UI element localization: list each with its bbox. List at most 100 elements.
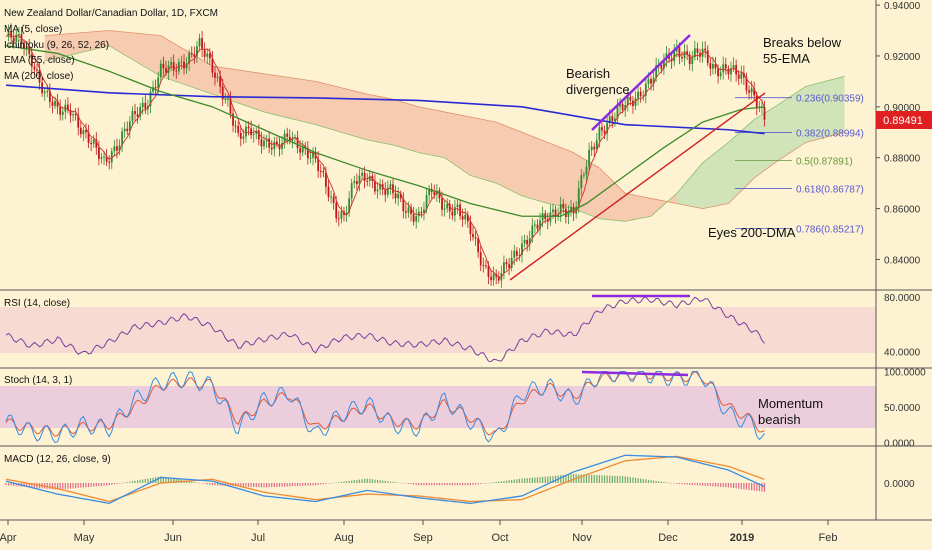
candle-body — [510, 257, 513, 268]
macd-hist-bar — [456, 483, 459, 486]
macd-hist-bar — [756, 483, 758, 491]
price-tick-label: 0.94000 — [884, 1, 921, 12]
candle-body — [619, 103, 621, 107]
macd-hist-bar — [405, 483, 407, 484]
macd-hist-bar — [694, 483, 696, 486]
candle-body — [650, 79, 652, 84]
candle-body — [206, 53, 209, 57]
candle-body — [281, 142, 283, 150]
indicator-ma200: MA (200, close) — [4, 71, 73, 82]
candle-body — [742, 72, 745, 78]
time-tick-label: Nov — [572, 532, 592, 544]
macd-hist-bar — [188, 481, 190, 483]
candle-body — [683, 51, 686, 59]
macd-hist-bar — [144, 479, 146, 483]
stoch-k-line — [5, 370, 765, 444]
ma5-line — [5, 33, 765, 279]
macd-hist-bar — [46, 483, 48, 489]
candle-body — [531, 225, 534, 238]
candle-body — [95, 139, 98, 148]
price-tick-label: 0.90000 — [884, 103, 921, 114]
macd-hist-bar — [534, 477, 536, 483]
price-tick-label: 0.88000 — [884, 154, 921, 165]
macd-hist-bar — [415, 483, 417, 485]
macd-hist-bar — [317, 483, 319, 485]
candle-body — [51, 101, 54, 106]
candle-body — [420, 211, 423, 213]
macd-hist-bar — [480, 483, 482, 484]
macd-hist-bar — [268, 483, 270, 488]
time-tick-label: Jun — [164, 532, 182, 544]
candle-body — [276, 141, 278, 145]
macd-hist-bar — [304, 483, 306, 486]
candle-body — [724, 64, 727, 69]
macd-hist-bar — [490, 482, 492, 484]
macd-hist-bar — [645, 479, 647, 483]
candle-body — [652, 77, 655, 84]
candle-body — [85, 130, 87, 133]
macd-hist-bar — [758, 483, 760, 492]
candle-body — [348, 198, 351, 213]
macd-hist-bar — [358, 479, 361, 483]
candle-body — [539, 220, 541, 229]
candle-body — [201, 38, 203, 50]
candle-body — [149, 91, 152, 107]
candle-body — [239, 132, 242, 139]
ema55-line — [5, 45, 765, 217]
candle-body — [585, 166, 588, 175]
candle-body — [562, 204, 565, 209]
price-axis: 0.94000 0.92000 0.90000 0.88000 0.86000 0.840… — [876, 1, 926, 490]
current-price-badge — [876, 111, 932, 129]
candle-body — [10, 30, 13, 38]
macd-hist-bar — [614, 475, 616, 483]
indicator-ema55: EMA (55, close) — [4, 55, 75, 66]
candle-body — [242, 136, 245, 139]
candle-body — [755, 95, 758, 108]
macd-hist-bar — [655, 480, 657, 483]
candle-body — [621, 103, 624, 110]
candle-body — [237, 126, 240, 133]
macd-hist-bar — [433, 483, 435, 486]
candle-body — [196, 46, 198, 57]
macd-hist-bar — [683, 483, 686, 485]
candle-body — [141, 102, 144, 108]
macd-hist-bar — [165, 477, 167, 483]
candle-body — [332, 196, 335, 203]
macd-hist-bar — [95, 483, 97, 487]
macd-hist-bar — [289, 483, 291, 487]
macd-hist-bar — [678, 483, 680, 485]
macd-hist-bar — [446, 483, 448, 486]
candle-body — [291, 137, 294, 141]
candle-body — [428, 188, 431, 196]
annotation-breaks-below: Breaks below — [763, 35, 842, 50]
candle-body — [77, 115, 80, 128]
candle-body — [611, 116, 614, 121]
time-tick-label: Oct — [491, 532, 508, 544]
candle-body — [61, 111, 64, 115]
candle-body — [505, 262, 508, 265]
candle-body — [410, 207, 412, 214]
macd-hist-bar — [250, 483, 252, 487]
macd-hist-bar — [364, 478, 366, 483]
candle-body — [397, 193, 400, 199]
candle-body — [325, 172, 327, 187]
candle-body — [714, 63, 717, 69]
macd-hist-bar — [567, 474, 570, 483]
candle-body — [644, 83, 647, 96]
candle-body — [203, 49, 206, 57]
macd-hist-bar — [335, 482, 337, 484]
candle-body — [255, 130, 258, 134]
macd-hist-bar — [382, 480, 384, 483]
cloud-segment — [470, 117, 497, 184]
macd-hist-bar — [441, 483, 443, 486]
macd-hist-bar — [276, 483, 278, 487]
candle-body — [624, 105, 627, 110]
macd-hist-bar — [712, 483, 714, 487]
annotation-momentum: Momentum — [758, 396, 823, 411]
macd-hist-bar — [727, 483, 729, 488]
candle-body — [185, 63, 188, 69]
macd-hist-bar — [216, 483, 219, 486]
time-tick-label: May — [74, 532, 95, 544]
candle-body — [492, 273, 495, 281]
macd-hist-bar — [407, 483, 410, 484]
